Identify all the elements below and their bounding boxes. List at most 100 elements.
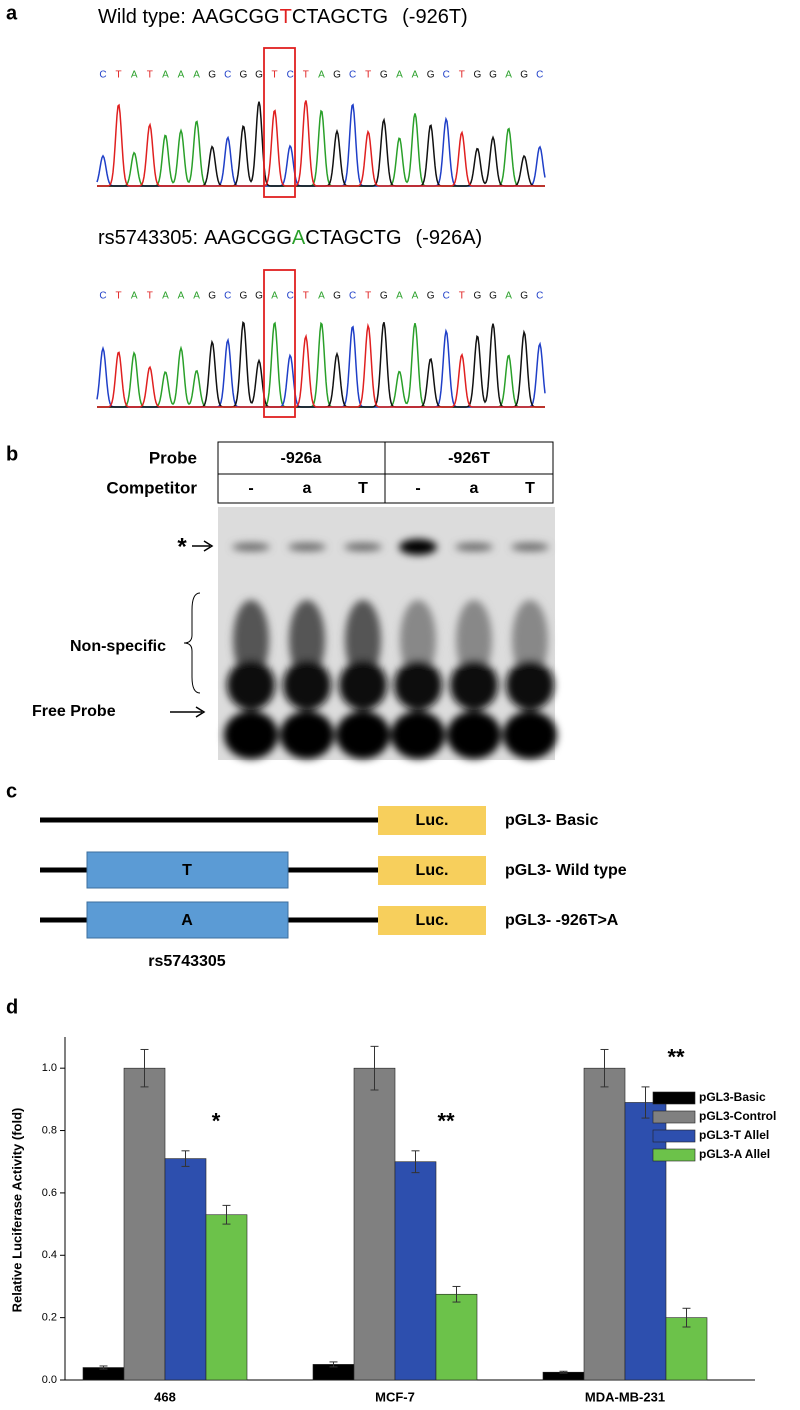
base-call: G bbox=[380, 291, 388, 302]
base-call: A bbox=[412, 291, 419, 302]
gel-smear bbox=[233, 600, 269, 680]
base-call: A bbox=[505, 70, 512, 81]
y-tick-label: 0.0 bbox=[42, 1374, 57, 1386]
legend-swatch bbox=[652, 1129, 696, 1143]
reporter-label: Luc. bbox=[416, 862, 449, 879]
base-call: G bbox=[208, 70, 216, 81]
base-call: G bbox=[208, 291, 216, 302]
gel-band bbox=[511, 543, 549, 551]
reporter-label: Luc. bbox=[416, 912, 449, 929]
gel-band bbox=[344, 543, 382, 551]
gel-blob bbox=[506, 660, 554, 710]
sequence-part: AAGCGG bbox=[204, 227, 292, 249]
y-tick-label: 0.6 bbox=[42, 1187, 57, 1199]
bar bbox=[123, 1067, 166, 1381]
trace bbox=[97, 100, 545, 187]
sequence-title: rs5743305: AAGCGGACTAGCTG (-926A) bbox=[98, 227, 482, 249]
legend-swatch bbox=[652, 1110, 696, 1124]
sequence-part: rs5743305: bbox=[98, 227, 198, 249]
base-call: T bbox=[459, 291, 465, 302]
gel-bands bbox=[224, 539, 557, 759]
base-call: C bbox=[349, 70, 356, 81]
free-probe bbox=[224, 711, 278, 759]
gel bbox=[218, 507, 555, 760]
base-call: T bbox=[116, 70, 122, 81]
base-call: C bbox=[443, 70, 450, 81]
x-tick-label: 468 bbox=[154, 1389, 176, 1404]
panel-label: c bbox=[6, 780, 17, 802]
base-call: T bbox=[303, 70, 309, 81]
significance: ** bbox=[437, 1109, 455, 1134]
base-call: T bbox=[147, 291, 153, 302]
arrow bbox=[203, 540, 214, 552]
legend-label: pGL3-A Allel bbox=[699, 1147, 770, 1161]
snp-box bbox=[263, 269, 296, 418]
reporter-label: Luc. bbox=[416, 812, 449, 829]
bar bbox=[583, 1067, 626, 1381]
base-call: C bbox=[287, 70, 294, 81]
construct-name: pGL3- -926T>A bbox=[505, 912, 619, 929]
base-call: C bbox=[224, 70, 231, 81]
base-call: C bbox=[536, 291, 543, 302]
insert-label: A bbox=[181, 912, 193, 929]
trace bbox=[97, 321, 545, 408]
insert-box bbox=[86, 851, 289, 889]
gel-blob bbox=[450, 660, 498, 710]
base-call: G bbox=[427, 70, 435, 81]
gel-blob bbox=[227, 660, 275, 710]
base-call: A bbox=[178, 70, 185, 81]
base-call: T bbox=[365, 70, 371, 81]
free-probe bbox=[280, 711, 334, 759]
gel-blob bbox=[394, 660, 442, 710]
trace bbox=[96, 103, 546, 187]
base-call: A bbox=[131, 291, 138, 302]
base-call: A bbox=[131, 70, 138, 81]
significance: * bbox=[212, 1109, 221, 1134]
legend-label: pGL3-T Allel bbox=[699, 1128, 769, 1142]
brace bbox=[183, 592, 201, 694]
insert-label: T bbox=[182, 862, 192, 879]
base-call: A bbox=[178, 291, 185, 302]
base-call: T bbox=[365, 291, 371, 302]
base-call: A bbox=[193, 291, 200, 302]
base-call: C bbox=[536, 70, 543, 81]
gel-smear bbox=[512, 600, 548, 680]
bar bbox=[353, 1067, 396, 1381]
legend-label: pGL3-Basic bbox=[699, 1090, 766, 1104]
sequence-part: Wild type: bbox=[98, 6, 186, 28]
luc-box bbox=[378, 856, 486, 885]
luc-box bbox=[378, 906, 486, 935]
bar bbox=[205, 1214, 248, 1381]
base-call: G bbox=[240, 70, 248, 81]
base-call: A bbox=[162, 291, 169, 302]
competitor-label: a bbox=[303, 480, 312, 497]
base-call: A bbox=[412, 70, 419, 81]
bar bbox=[394, 1161, 437, 1381]
legend-swatch bbox=[652, 1091, 696, 1105]
competitor-label: T bbox=[358, 480, 368, 497]
base-call: A bbox=[396, 70, 403, 81]
base-call: G bbox=[333, 70, 341, 81]
competitor-label: a bbox=[470, 480, 479, 497]
significance: ** bbox=[667, 1045, 685, 1070]
sequence-part: (-926A) bbox=[416, 227, 483, 249]
gel-smear bbox=[345, 600, 381, 680]
base-call: G bbox=[380, 70, 388, 81]
gel-band bbox=[232, 543, 270, 551]
bar bbox=[435, 1293, 478, 1381]
base-call: C bbox=[99, 70, 106, 81]
bar bbox=[164, 1158, 207, 1381]
arrow bbox=[195, 706, 206, 718]
gel-band bbox=[288, 543, 326, 551]
sequence-part: A bbox=[292, 227, 306, 249]
y-tick-label: 0.2 bbox=[42, 1312, 57, 1324]
legend-swatch bbox=[652, 1148, 696, 1162]
base-call: G bbox=[333, 291, 341, 302]
competitor-label: T bbox=[525, 480, 535, 497]
panel-label: d bbox=[6, 996, 18, 1018]
base-call: A bbox=[396, 291, 403, 302]
free-probe bbox=[336, 711, 390, 759]
bar bbox=[665, 1317, 708, 1381]
probe-label: -926T bbox=[448, 450, 490, 467]
row-label: Probe bbox=[149, 448, 197, 467]
